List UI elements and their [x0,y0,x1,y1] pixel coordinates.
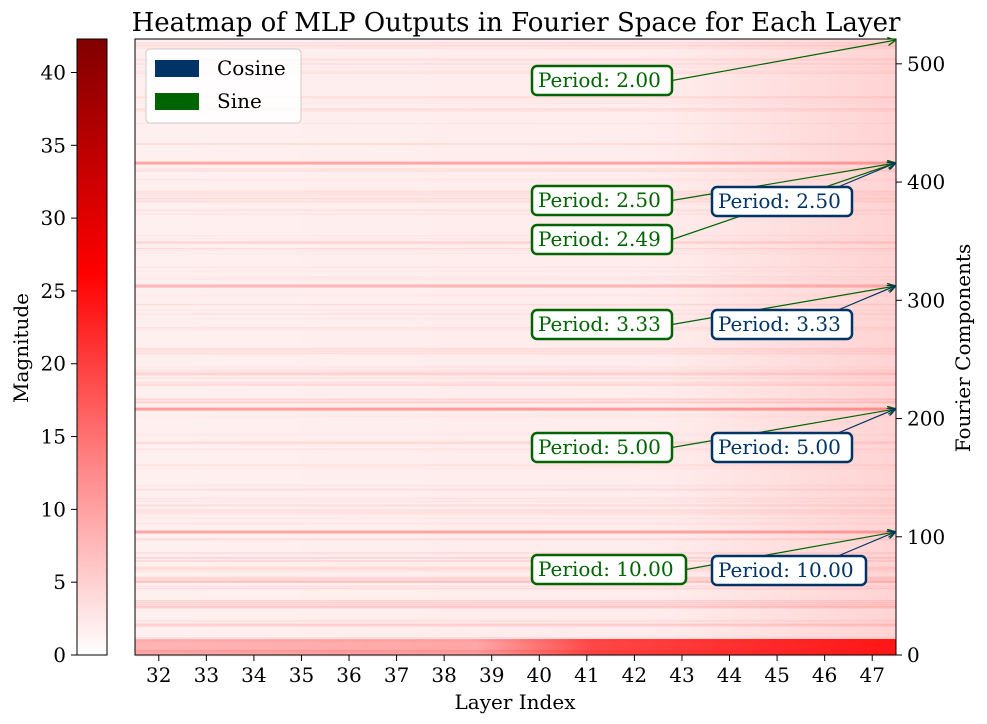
legend-cosine-swatch [155,60,199,77]
x-tick-label: 44 [717,663,742,687]
x-tick-label: 37 [384,663,409,687]
colorbar-tick-label: 0 [53,643,66,667]
colorbar: 0 5 10 15 20 25 30 35 40 Magnitude [9,38,108,667]
x-tick-label: 36 [336,663,361,687]
legend-sine-label: Sine [217,89,262,113]
colorbar-tick-label: 20 [41,352,66,376]
x-axis-ticks: 32 33 34 35 36 37 38 39 40 41 42 43 44 45 46 47 [146,655,885,687]
period-annotations: Period: 2.00 Period: 2.50 Period: 2.49 Peri… [530,40,895,587]
colorbar-tick-label: 40 [41,60,66,84]
legend: Cosine Sine [145,48,302,124]
annotation-box [530,431,674,464]
x-tick-label: 43 [669,663,694,687]
x-tick-label: 34 [241,663,266,687]
annotation-box [530,308,674,341]
colorbar-tick-label: 30 [41,206,66,230]
heatmap-texture-row [135,654,896,657]
bright-band [135,161,896,165]
x-axis-label: Layer Index [455,690,577,714]
bright-bands [135,161,896,534]
annotation-text: Period: 3.33 [718,312,841,336]
heatmap-low-components [135,639,896,655]
annotation-text: Period: 10.00 [538,557,674,581]
annotation-arrow [837,532,895,557]
colorbar-tick-label: 35 [41,133,66,157]
x-tick-label: 39 [479,663,504,687]
x-tick-label: 41 [574,663,599,687]
annotation-box [530,553,688,586]
colorbar-tick-label: 15 [41,425,66,449]
annotation-box [710,185,854,218]
colorbar-tick-label: 5 [53,570,66,594]
colorbar-tick-label: 25 [41,279,66,303]
heatmap-right-glow [135,39,896,655]
annotation-box [710,554,868,587]
x-tick-label: 47 [859,663,884,687]
annotation-arrow [837,409,895,434]
chart-title: Heatmap of MLP Outputs in Fourier Space … [132,8,901,38]
annotation-box [710,308,854,341]
annotation-text: Period: 2.49 [538,227,661,251]
colorbar-label: Magnitude [9,293,33,403]
annotation-text: Period: 5.00 [718,435,841,459]
annotation-text: Period: 2.50 [538,188,661,212]
y-axis-label: Fourier Components [951,244,975,452]
y-tick-label: 100 [907,525,945,549]
x-tick-label: 35 [289,663,314,687]
y-tick-label: 300 [907,288,945,312]
annotation-arrow [837,163,895,188]
annotation-arrow [671,286,895,326]
x-tick-label: 38 [431,663,456,687]
y-tick-label: 500 [907,52,945,76]
x-tick-label: 33 [194,663,219,687]
annotation-box [710,431,854,464]
y-tick-label: 400 [907,170,945,194]
annotation-arrow [837,286,895,311]
y-tick-label: 200 [907,407,945,431]
colorbar-tick-label: 10 [41,497,66,521]
x-tick-label: 46 [812,663,837,687]
bright-band [135,407,896,411]
plot-frame [134,38,897,656]
annotation-text: Period: 5.00 [538,435,661,459]
annotation-text: Period: 2.00 [538,68,661,92]
x-tick-label: 32 [146,663,171,687]
legend-sine-swatch [155,93,199,110]
annotation-arrow [671,40,895,82]
annotation-box [530,184,674,217]
x-tick-label: 42 [622,663,647,687]
x-tick-label: 45 [764,663,789,687]
annotation-text: Period: 10.00 [718,558,854,582]
bright-band [135,284,896,288]
legend-cosine-label: Cosine [217,56,286,80]
colorbar-ticks: 0 5 10 15 20 25 30 35 40 [41,60,77,667]
y-tick-label: 0 [907,643,920,667]
x-tick-label: 40 [527,663,552,687]
annotation-arrow [671,163,895,202]
annotation-text: Period: 3.33 [538,312,661,336]
annotation-arrow [671,409,895,449]
plot-area [134,38,897,657]
annotation-text: Period: 2.50 [718,189,841,213]
annotation-box [530,223,674,256]
bright-band [135,530,896,534]
colorbar-gradient [76,38,108,656]
annotation-box [530,64,674,97]
y-axis-ticks: 0 100 200 300 400 500 [896,52,945,667]
